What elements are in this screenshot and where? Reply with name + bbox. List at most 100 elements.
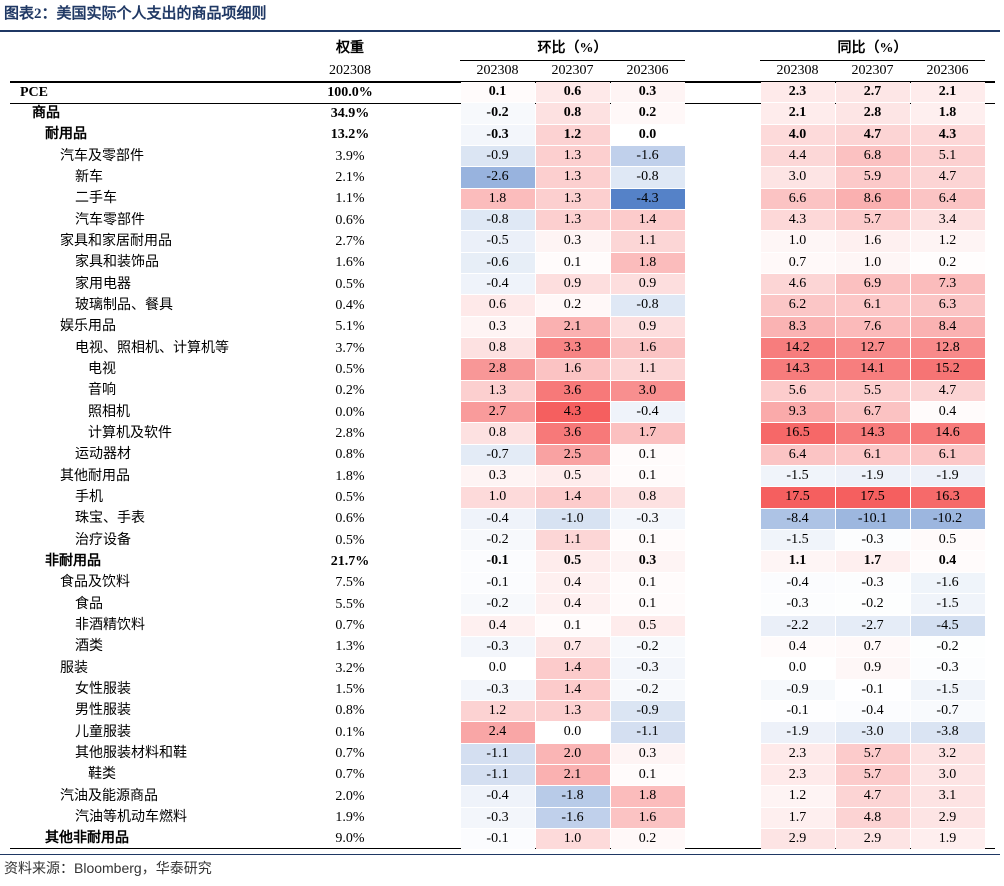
yoy-cell: 1.9 <box>910 828 985 850</box>
mom-cell: 0.1 <box>535 615 610 636</box>
mom-cell: 0.1 <box>610 530 685 551</box>
mom-cell: 3.6 <box>535 380 610 402</box>
row-label: PCE <box>20 84 48 100</box>
mom-cell: 0.9 <box>535 274 610 295</box>
row-label: 鞋类 <box>88 767 116 783</box>
yoy-cell: 2.1 <box>760 103 835 124</box>
row-label: 家具和家居耐用品 <box>60 233 172 249</box>
weight-cell: 5.1% <box>335 319 365 335</box>
weight-cell: 2.1% <box>335 169 365 185</box>
mom-cell: 0.8 <box>535 103 610 124</box>
yoy-cell: -0.3 <box>835 530 910 551</box>
yoy-cell: 0.7 <box>835 636 910 658</box>
yoy-cell: 8.3 <box>760 316 835 338</box>
row-label: 计算机及软件 <box>88 425 172 441</box>
weight-cell: 0.4% <box>335 297 365 313</box>
yoy-cell: 0.5 <box>910 530 985 551</box>
mom-cell: 1.4 <box>610 210 685 231</box>
period-header: 202306 <box>626 63 669 78</box>
weight-cell: 3.9% <box>335 148 365 164</box>
mom-cell: 1.3 <box>535 167 610 188</box>
row-label: 家用电器 <box>75 276 131 292</box>
mom-cell: 0.1 <box>610 594 685 615</box>
yoy-cell: -3.8 <box>910 722 985 743</box>
row-label: 其他耐用品 <box>60 468 130 484</box>
yoy-cell: 5.7 <box>835 210 910 231</box>
yoy-cell: 14.3 <box>835 423 910 444</box>
period-header: 202306 <box>926 63 969 78</box>
period-header: 202308 <box>476 63 519 78</box>
mom-cell: 0.8 <box>610 487 685 508</box>
yoy-cell: 1.2 <box>760 786 835 807</box>
mom-cell: 3.0 <box>610 380 685 402</box>
title: 图表2：美国实际个人支出的商品项细则 <box>4 6 267 22</box>
yoy-cell: 2.3 <box>760 743 835 764</box>
footer-rule <box>0 854 1000 855</box>
mom-cell: -2.6 <box>460 167 535 188</box>
row-label: 儿童服装 <box>75 724 131 740</box>
mom-cell: 0.8 <box>460 423 535 444</box>
weight-cell: 34.9% <box>330 105 370 121</box>
mom-cell: 1.8 <box>610 252 685 274</box>
row-label: 二手车 <box>75 191 117 207</box>
mom-cell: -0.3 <box>610 658 685 679</box>
row-label: 其他服装材料和鞋 <box>75 746 187 762</box>
yoy-cell: -0.9 <box>760 679 835 700</box>
row-label: 电视 <box>88 361 116 377</box>
mom-cell: -0.7 <box>460 444 535 466</box>
weight-cell: 1.6% <box>335 255 365 271</box>
row-label: 酒类 <box>75 639 103 655</box>
yoy-cell: -0.3 <box>910 658 985 679</box>
weight-cell: 3.2% <box>335 660 365 676</box>
row-label: 其他非耐用品 <box>45 831 129 847</box>
yoy-cell: 2.9 <box>910 807 985 828</box>
mom-cell: 0.6 <box>460 295 535 316</box>
mom-cell: 0.2 <box>610 103 685 124</box>
yoy-cell: 0.9 <box>835 658 910 679</box>
weight-cell: 5.5% <box>335 596 365 612</box>
yoy-cell: 2.3 <box>760 764 835 786</box>
weight-cell: 7.5% <box>335 575 365 591</box>
yoy-cell: 4.7 <box>910 167 985 188</box>
weight-cell: 0.7% <box>335 746 365 762</box>
weight-cell: 0.6% <box>335 511 365 527</box>
weight-cell: 0.8% <box>335 447 365 463</box>
mom-cell: 0.1 <box>610 572 685 594</box>
row-label: 女性服装 <box>75 682 131 698</box>
yoy-cell: 3.0 <box>760 167 835 188</box>
mom-cell: 0.3 <box>610 743 685 764</box>
yoy-cell: -0.1 <box>835 679 910 700</box>
yoy-cell: -0.2 <box>835 594 910 615</box>
mom-cell: 2.7 <box>460 402 535 423</box>
row-label: 治疗设备 <box>75 532 131 548</box>
row-label: 娱乐用品 <box>60 319 116 335</box>
weight-cell: 9.0% <box>335 831 365 847</box>
yoy-cell: 17.5 <box>835 487 910 508</box>
yoy-cell: -4.5 <box>910 615 985 636</box>
mom-cell: 1.2 <box>535 124 610 145</box>
yoy-cell: -2.2 <box>760 615 835 636</box>
mom-cell: 0.3 <box>610 82 685 103</box>
weight-cell: 0.2% <box>335 383 365 399</box>
row-label: 汽车及零部件 <box>60 148 144 164</box>
row-label: 食品及饮料 <box>60 575 130 591</box>
yoy-cell: 6.3 <box>910 295 985 316</box>
yoy-cell: 1.2 <box>910 231 985 252</box>
mom-cell: 0.9 <box>610 274 685 295</box>
yoy-cell: 6.1 <box>835 295 910 316</box>
mom-cell: -0.2 <box>610 679 685 700</box>
yoy-cell: 5.5 <box>835 380 910 402</box>
yoy-header: 同比（%） <box>837 41 908 56</box>
mom-cell: -1.8 <box>535 786 610 807</box>
row-label: 服装 <box>60 660 88 676</box>
weight-cell: 0.5% <box>335 489 365 505</box>
mom-cell: 1.8 <box>610 786 685 807</box>
yoy-cell: -2.7 <box>835 615 910 636</box>
mom-cell: 0.4 <box>535 594 610 615</box>
mom-cell: 3.6 <box>535 423 610 444</box>
mom-cell: -0.3 <box>460 679 535 700</box>
yoy-cell: 1.6 <box>835 231 910 252</box>
weight-cell: 0.6% <box>335 212 365 228</box>
weight-cell: 0.5% <box>335 276 365 292</box>
yoy-cell: 4.7 <box>835 786 910 807</box>
